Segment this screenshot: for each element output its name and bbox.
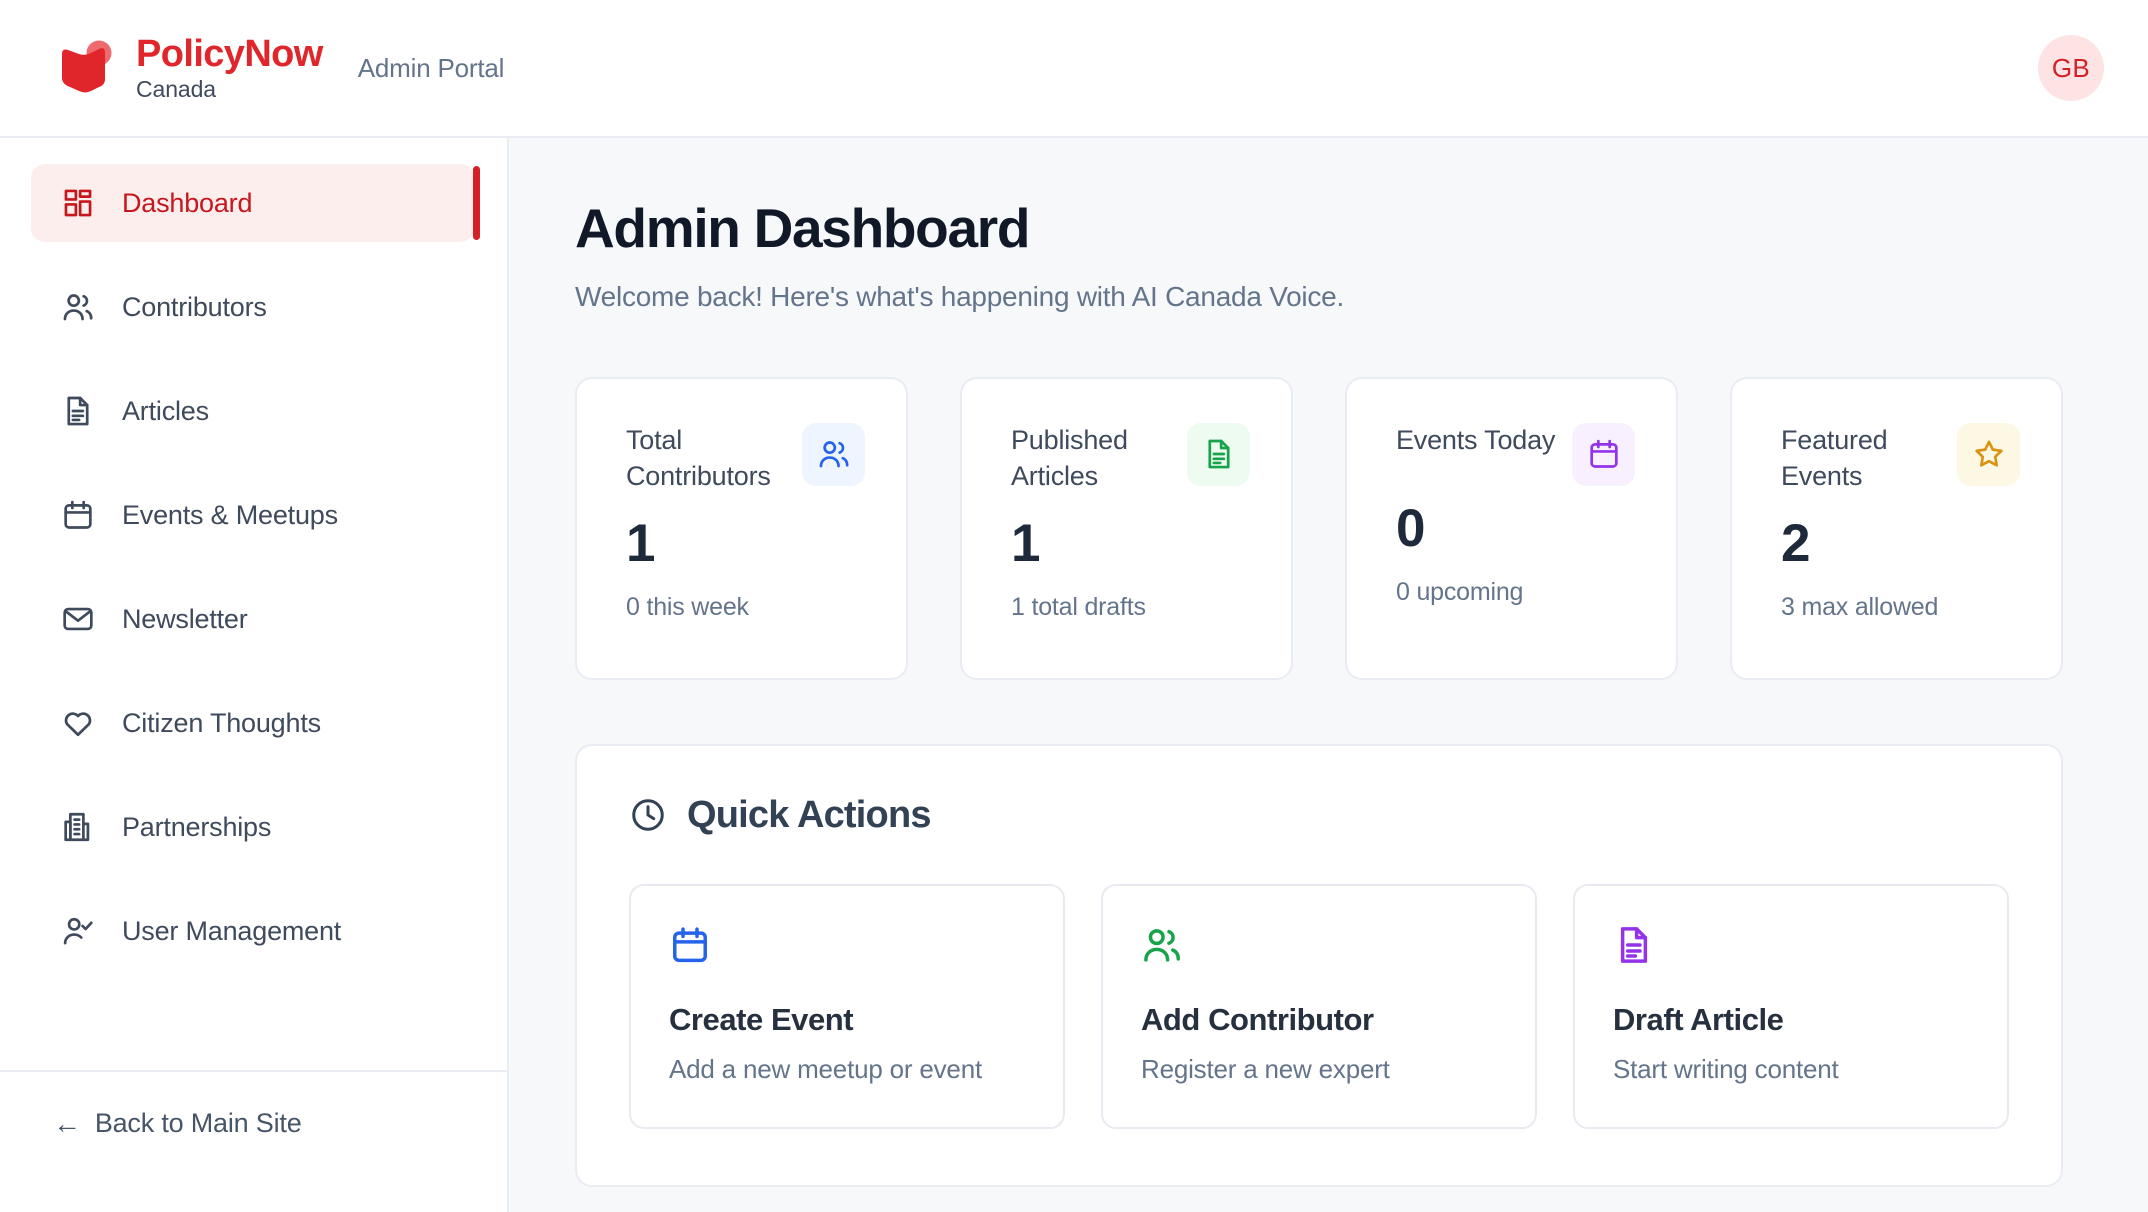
top-bar: PolicyNow Canada Admin Portal GB (0, 0, 2148, 138)
page-title: Admin Dashboard (575, 197, 1030, 259)
quick-action-title: Create Event (669, 1001, 854, 1037)
sidebar-item-dashboard[interactable]: Dashboard (31, 164, 480, 242)
stat-badge (802, 422, 865, 486)
active-indicator (473, 166, 480, 240)
building-icon (61, 810, 95, 844)
sidebar-item-label: Contributors (122, 291, 267, 322)
stat-badge (1957, 422, 2020, 486)
quick-action-create-event[interactable]: Create Event Add a new meetup or event (629, 883, 1065, 1129)
stat-card-header: Featured Events (1781, 422, 2020, 495)
sidebar-item-events-meetups[interactable]: Events & Meetups (31, 476, 474, 554)
sidebar: Dashboard Contributors (0, 138, 509, 1212)
envelope-icon (61, 602, 95, 636)
grid-squares-icon (61, 186, 95, 220)
sidebar-item-articles[interactable]: Articles (31, 372, 474, 450)
users-icon (61, 290, 95, 324)
sidebar-item-label: Dashboard (122, 187, 253, 218)
heart-icon (61, 706, 95, 740)
quick-action-desc: Register a new expert (1141, 1053, 1390, 1084)
stat-label: Total Contributors (626, 424, 771, 491)
stat-card-published-articles: Published Articles 1 1 total drafts (960, 376, 1293, 680)
users-icon (817, 437, 851, 471)
stat-card-featured-events: Featured Events 2 3 max allowed (1730, 376, 2063, 680)
back-to-main-site-label: Back to Main Site (94, 1108, 302, 1138)
sidebar-nav: Dashboard Contributors (0, 138, 507, 1070)
quick-actions-header: Quick Actions (629, 794, 2009, 837)
document-text-icon (1202, 437, 1236, 471)
sidebar-item-label: Newsletter (122, 603, 248, 634)
stat-card-header: Events Today (1396, 422, 1635, 486)
quick-action-title: Add Contributor (1141, 1001, 1374, 1037)
brand-name: PolicyNow (136, 33, 323, 75)
quick-actions-title: Quick Actions (687, 793, 932, 836)
stat-badge (1187, 422, 1250, 486)
avatar[interactable]: GB (2038, 35, 2104, 101)
star-icon (1972, 437, 2006, 471)
stat-sublabel: 0 this week (626, 592, 749, 621)
stat-value: 2 (1781, 513, 1810, 573)
calendar-icon (669, 924, 1025, 972)
sidebar-item-partnerships[interactable]: Partnerships (31, 788, 474, 866)
body-row: Dashboard Contributors (0, 138, 2148, 1212)
page-subtitle: Welcome back! Here's what's happening wi… (575, 280, 1344, 312)
quick-action-desc: Add a new meetup or event (669, 1053, 982, 1084)
portal-label: Admin Portal (357, 52, 505, 83)
stat-card-events-today: Events Today 0 0 upcoming (1345, 376, 1678, 680)
main-content: Admin Dashboard Welcome back! Here's wha… (509, 138, 2148, 1212)
stat-badge (1572, 422, 1635, 486)
sidebar-item-user-management[interactable]: User Management (31, 892, 474, 970)
quick-action-draft-article[interactable]: Draft Article Start writing content (1573, 883, 2009, 1129)
stat-label: Events Today (1396, 424, 1556, 455)
back-to-main-site-link[interactable]: ← Back to Main Site (53, 1108, 302, 1139)
calendar-icon (61, 498, 95, 532)
stat-sublabel: 3 max allowed (1781, 592, 1939, 621)
brand-logo[interactable]: PolicyNow Canada (52, 35, 323, 101)
stat-value: 0 (1396, 498, 1425, 558)
sidebar-footer: ← Back to Main Site (0, 1070, 507, 1212)
sidebar-item-label: Partnerships (122, 811, 272, 842)
arrow-left-icon: ← (53, 1107, 81, 1139)
sidebar-item-label: User Management (122, 915, 342, 946)
stats-row: Total Contributors (575, 376, 2063, 680)
sidebar-item-label: Articles (122, 395, 209, 426)
stat-label: Featured Events (1781, 424, 1888, 491)
map-flag-icon (52, 35, 118, 101)
document-text-icon (1613, 924, 1969, 972)
sidebar-item-newsletter[interactable]: Newsletter (31, 580, 474, 658)
stat-sublabel: 1 total drafts (1011, 592, 1146, 621)
sidebar-item-label: Events & Meetups (122, 499, 338, 530)
sidebar-item-citizen-thoughts[interactable]: Citizen Thoughts (31, 684, 474, 762)
clock-icon (629, 796, 667, 834)
sidebar-item-contributors[interactable]: Contributors (31, 268, 474, 346)
calendar-icon (1587, 437, 1621, 471)
stat-card-header: Total Contributors (626, 422, 865, 495)
stat-label: Published Articles (1011, 424, 1128, 491)
quick-action-add-contributor[interactable]: Add Contributor Register a new expert (1101, 883, 1537, 1129)
stat-card-header: Published Articles (1011, 422, 1250, 495)
stat-card-total-contributors: Total Contributors (575, 376, 908, 680)
stat-value: 1 (626, 513, 655, 573)
stat-sublabel: 0 upcoming (1396, 577, 1524, 606)
quick-actions-panel: Quick Actions Create Event Add a new mee… (575, 743, 2063, 1187)
quick-action-desc: Start writing content (1613, 1053, 1839, 1084)
stat-value: 1 (1011, 513, 1040, 573)
brand-subtitle: Canada (136, 76, 216, 102)
document-text-icon (61, 394, 95, 428)
user-check-icon (61, 914, 95, 948)
users-icon (1141, 924, 1497, 972)
quick-actions-row: Create Event Add a new meetup or event (629, 883, 2009, 1129)
quick-action-title: Draft Article (1613, 1001, 1784, 1037)
sidebar-item-label: Citizen Thoughts (122, 707, 321, 738)
